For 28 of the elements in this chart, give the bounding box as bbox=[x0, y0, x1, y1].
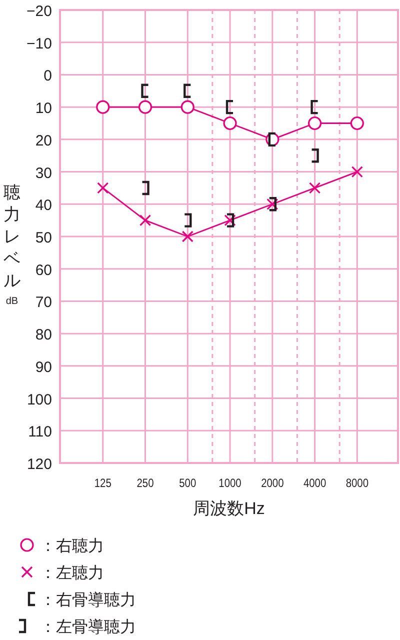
x-tick-label: 125 bbox=[94, 477, 112, 490]
x-tick-label: 2000 bbox=[261, 477, 284, 490]
y-tick-label: 20 bbox=[35, 132, 52, 150]
y-tick-label: 40 bbox=[35, 197, 52, 214]
x-tick-label: 1000 bbox=[218, 477, 242, 490]
y-tick-label: 10 bbox=[35, 100, 52, 118]
y-tick-label: 110 bbox=[28, 424, 52, 441]
y-tick-label: 60 bbox=[35, 262, 52, 279]
x-tick-label: 8000 bbox=[346, 477, 368, 490]
x-tick-label: 500 bbox=[179, 477, 196, 490]
y-tick-label: 50 bbox=[35, 230, 52, 246]
y-tick-label: −10 bbox=[26, 35, 52, 52]
y-axis-title: 聴力レベルdB bbox=[4, 183, 20, 307]
x-tick-label: 250 bbox=[136, 477, 154, 490]
y-tick-label: 30 bbox=[35, 164, 52, 182]
legend-label: ：右骨導聴力 bbox=[40, 591, 136, 609]
y-tick-label: 120 bbox=[26, 456, 52, 473]
y-tick-label: 0 bbox=[44, 68, 52, 85]
legend-label: ：左聴力 bbox=[40, 564, 104, 582]
legend-label: ：右聴力 bbox=[40, 537, 104, 555]
x-axis-title: 周波数Hz bbox=[193, 499, 265, 518]
x-tick-label: 4000 bbox=[303, 477, 326, 490]
legend-label: ：左骨導聴力 bbox=[40, 618, 136, 636]
y-tick-label: 70 bbox=[35, 294, 52, 312]
y-tick-label: 100 bbox=[26, 391, 52, 408]
y-tick-label: 90 bbox=[35, 358, 52, 376]
y-tick-label: 80 bbox=[35, 326, 52, 344]
y-tick-label: −20 bbox=[26, 3, 52, 20]
